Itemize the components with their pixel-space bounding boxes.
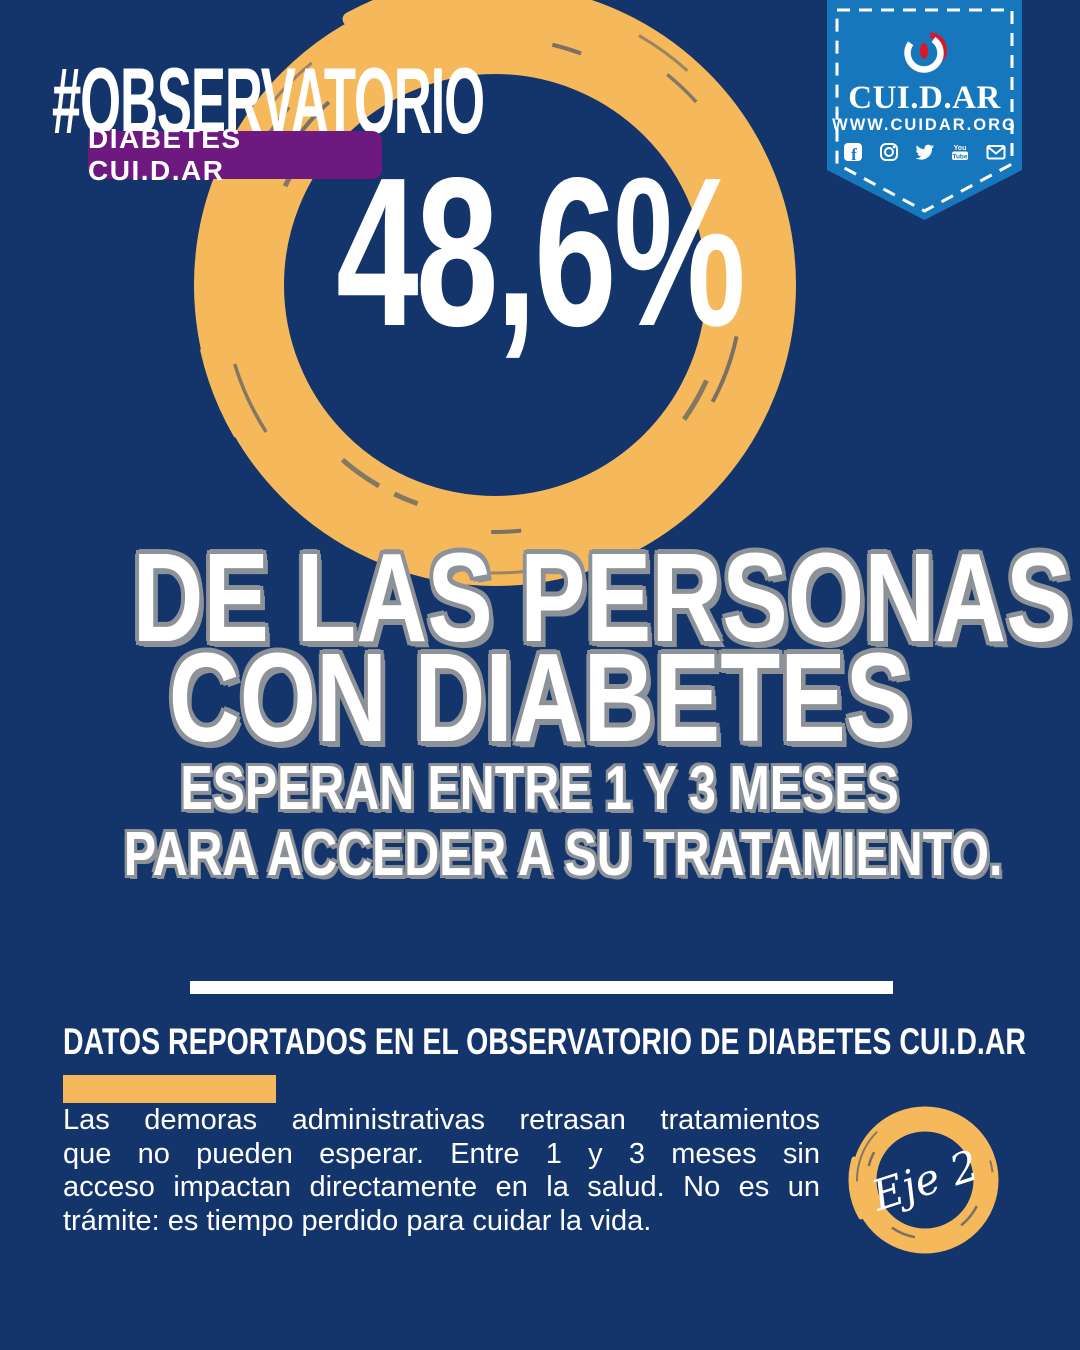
ribbon-dashed-border [835,8,1014,213]
axis-badge-label: Eje 2 [865,1139,985,1221]
diabetes-cuidar-badge-label: DIABETES CUI.D.AR [88,123,242,186]
body-paragraph: Las demoras administrativas retrasan tra… [63,1104,820,1238]
headline-line-1: DE LAS PERSONAS [132,527,1072,668]
statistic-value-text: 48,6% [336,133,747,370]
svg-text:Tube: Tube [953,153,968,160]
website-url[interactable]: WWW.CUIDAR.ORG [832,116,1017,134]
diabetes-cuidar-badge: DIABETES CUI.D.AR [88,123,382,186]
brand-name: CUI.D.AR [848,80,1001,116]
twitter-icon[interactable] [914,141,936,163]
body-line: Las demoras administrativas retrasan tra… [63,1104,820,1136]
brand-ribbon [827,0,1022,220]
social-icons-row: f You Tube [827,141,1022,163]
body-line: acceso impactan directamente en la salud… [63,1171,820,1203]
email-icon[interactable] [985,141,1007,163]
svg-text:You: You [954,145,967,152]
divider-line [190,981,893,994]
youtube-icon[interactable]: You Tube [949,141,971,163]
subheadline: ESPERAN ENTRE 1 Y 3 MESES PARA ACCEDER A… [0,756,1080,888]
subheadline-line-1: ESPERAN ENTRE 1 Y 3 MESES [180,754,900,823]
instagram-icon[interactable] [878,141,900,163]
statistic-value: 48,6% [0,146,1080,358]
eje-brush-circle-graphic [848,1103,1002,1257]
body-line: que no pueden esperar. Entre 1 y 3 meses… [63,1137,820,1170]
source-label: DATOS REPORTADOS EN EL OBSERVATORIO DE D… [63,1021,1026,1062]
headline: DE LAS PERSONAS CON DIABETES [0,527,1080,768]
cuidar-logo-icon [904,32,947,73]
facebook-icon[interactable]: f [842,141,864,163]
headline-line-2: CON DIABETES [168,627,912,768]
brand-ribbon-content: CUI.D.AR WWW.CUIDAR.ORG f You Tube [827,0,1022,222]
accent-bar [63,1075,276,1103]
svg-text:f: f [851,145,857,163]
subheadline-line-2: PARA ACCEDER A SU TRATAMIENTO. [123,820,1003,889]
body-line: trámite: es tiempo perdido para cuidar l… [63,1204,652,1237]
